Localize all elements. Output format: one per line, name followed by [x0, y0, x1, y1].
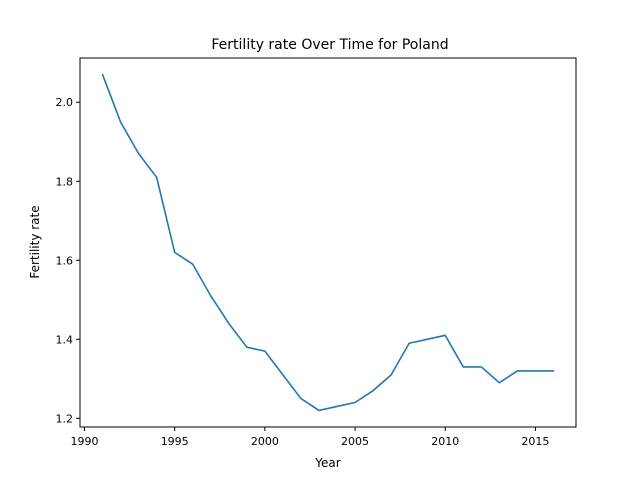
y-tick-label: 1.8: [56, 175, 74, 188]
x-axis: 1990 1995 2000 2005 2010 2015: [71, 427, 549, 448]
x-tick-label: 2000: [251, 435, 279, 448]
y-tick-label: 1.2: [56, 412, 74, 425]
series-points: [103, 75, 554, 411]
x-tick-label: 1995: [161, 435, 189, 448]
x-tick-label: 1990: [71, 435, 99, 448]
x-tick-label: 2015: [521, 435, 549, 448]
x-axis-label: Year: [314, 456, 340, 470]
y-tick-label: 1.6: [56, 254, 74, 267]
plot-frame: [79, 57, 577, 428]
y-tick-label: 1.4: [56, 333, 74, 346]
y-tick-label: 2.0: [56, 96, 74, 109]
y-axis: 1.2 1.4 1.6 1.8 2.0: [56, 96, 80, 425]
chart-title: Fertility rate Over Time for Poland: [211, 37, 448, 53]
x-tick-label: 2010: [431, 435, 459, 448]
x-tick-label: 2005: [341, 435, 369, 448]
series-line: [101, 73, 555, 412]
y-axis-label: Fertility rate: [28, 205, 42, 278]
